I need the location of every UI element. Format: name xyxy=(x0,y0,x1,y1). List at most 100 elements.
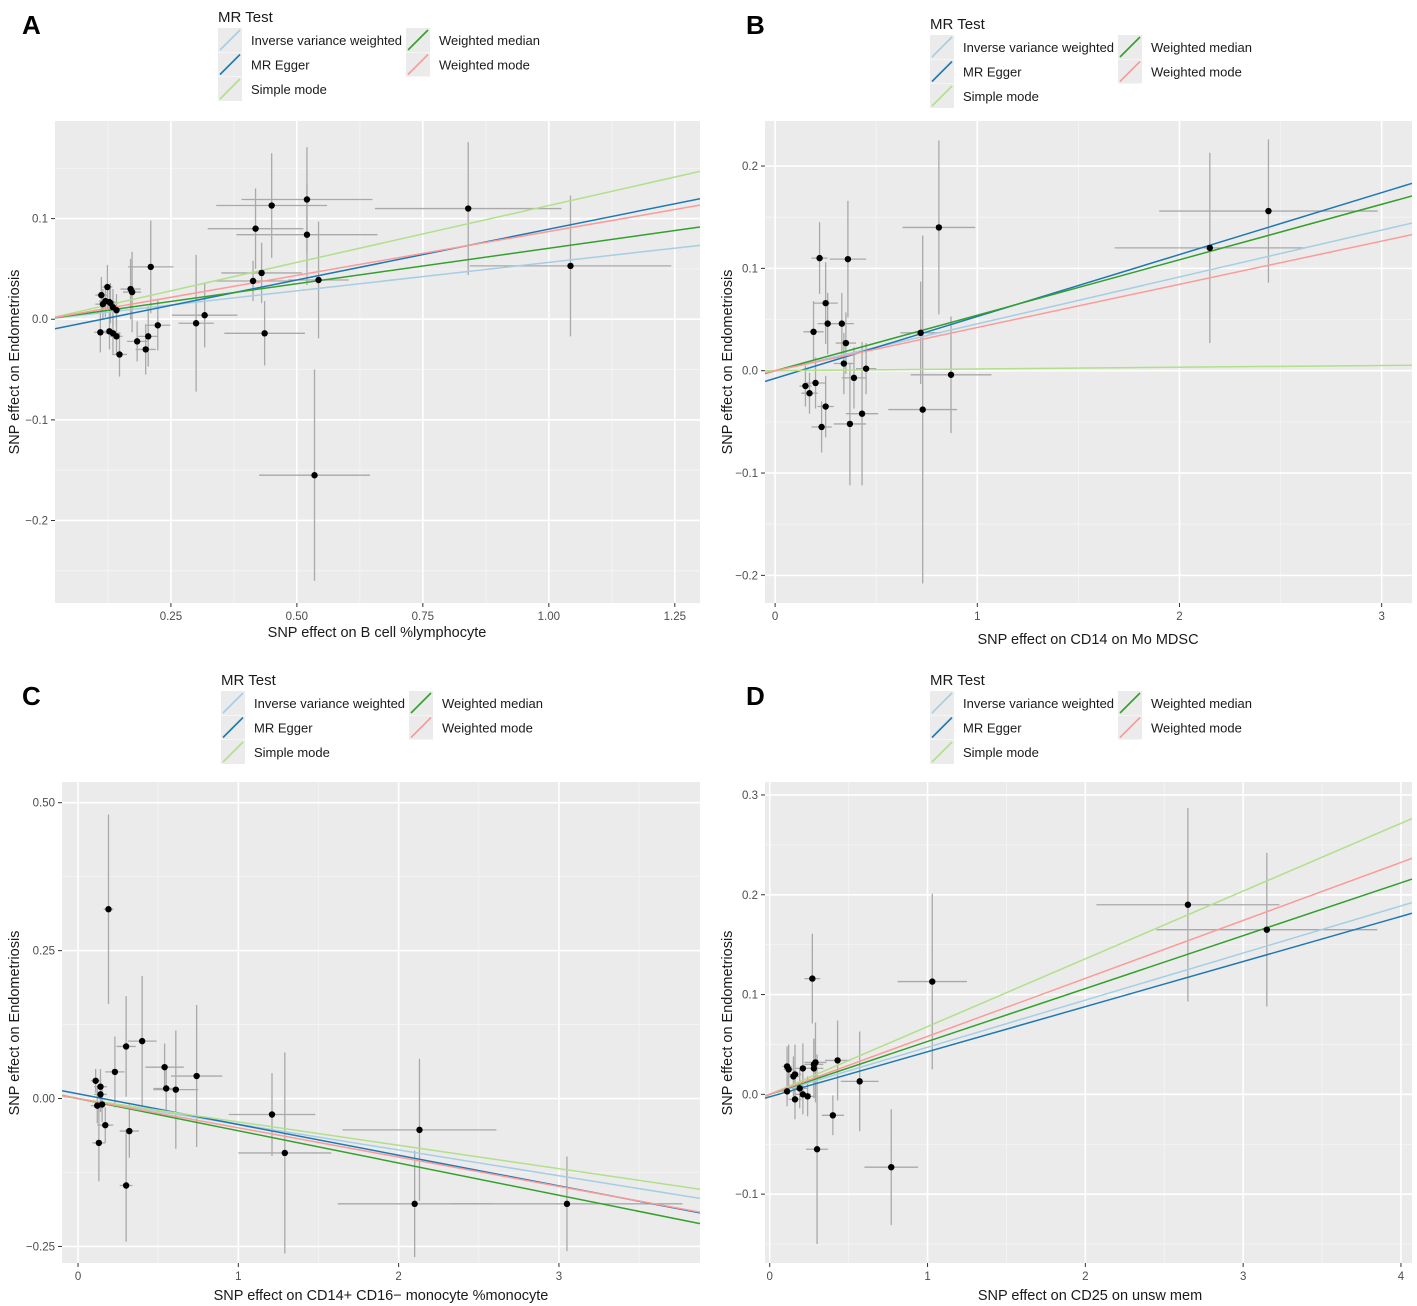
data-point xyxy=(834,1057,841,1064)
x-tick-label: 2 xyxy=(395,1271,401,1283)
plot-background xyxy=(765,121,1412,603)
regression-lines xyxy=(62,1089,700,1225)
legend-title: MR Test xyxy=(930,16,986,33)
data-point xyxy=(1184,901,1192,908)
legend-line-wmode xyxy=(1119,716,1141,739)
y-tick-label: 0.0 xyxy=(742,366,758,378)
data-point xyxy=(840,360,848,367)
data-point xyxy=(268,1111,276,1118)
legend-line-egger xyxy=(222,716,244,739)
legend-entry-wmode: Weighted mode xyxy=(1118,715,1242,740)
y-tick-label: −0.2 xyxy=(25,515,48,527)
data-point xyxy=(281,1149,289,1157)
legend-line-simple xyxy=(931,85,953,107)
data-point xyxy=(201,312,208,319)
panel-letter: A xyxy=(22,10,41,40)
points xyxy=(802,207,1272,431)
data-point xyxy=(258,269,265,277)
legend-line-ivw xyxy=(931,692,953,714)
data-point xyxy=(816,254,823,262)
data-point xyxy=(172,1086,180,1093)
legend-line-simple xyxy=(222,741,244,763)
legend-entry-egger: MR Egger xyxy=(930,715,1022,740)
data-point xyxy=(315,276,322,284)
data-point xyxy=(92,1077,99,1084)
line-ivw xyxy=(765,901,1412,1097)
line-simple xyxy=(62,1095,700,1190)
legend-entry-wmedian: Weighted median xyxy=(409,691,543,715)
points xyxy=(783,901,1271,1171)
y-tick-label: 0.2 xyxy=(742,890,758,902)
legend-entry-ivw: Inverse variance weighted xyxy=(218,28,402,52)
legend-line-wmedian xyxy=(1119,36,1141,58)
data-point xyxy=(829,1112,837,1119)
line-wmode xyxy=(765,857,1412,1097)
legend-line-ivw xyxy=(219,29,241,51)
legend-entry-wmode: Weighted mode xyxy=(406,52,530,77)
data-point xyxy=(97,1091,104,1098)
legend-line-wmedian xyxy=(407,29,429,51)
x-tick-label: 0.75 xyxy=(412,611,434,623)
panel-letter: C xyxy=(22,681,41,711)
line-wmedian xyxy=(55,226,700,319)
line-simple xyxy=(765,817,1412,1098)
data-point xyxy=(822,299,829,307)
y-tick-label: −0.2 xyxy=(735,570,758,582)
data-point xyxy=(133,338,141,345)
legend-label-wmode: Weighted mode xyxy=(1151,65,1242,80)
legend: MR Test Inverse variance weighted MR Egger… xyxy=(930,672,1252,764)
x-tick-label: 0.50 xyxy=(286,611,308,623)
data-point xyxy=(846,420,854,428)
data-point xyxy=(919,406,926,413)
data-point xyxy=(416,1126,423,1134)
data-point xyxy=(856,1078,863,1085)
data-point xyxy=(929,978,936,985)
data-point xyxy=(917,329,924,337)
legend-line-egger xyxy=(931,716,953,739)
panel-letter: B xyxy=(746,10,765,40)
line-egger xyxy=(765,182,1412,383)
legend: MR Test Inverse variance weighted MR Egger… xyxy=(218,9,540,101)
y-tick-label: −0.1 xyxy=(25,415,48,427)
legend-label-ivw: Inverse variance weighted xyxy=(963,696,1114,711)
data-point xyxy=(98,291,105,299)
x-axis-title: SNP effect on CD14+ CD16− monocyte %mono… xyxy=(214,1288,549,1304)
legend-label-ivw: Inverse variance weighted xyxy=(254,696,405,711)
y-tick-label: 0.1 xyxy=(32,214,48,226)
x-tick-label: 2 xyxy=(1176,611,1182,623)
data-point xyxy=(145,333,152,340)
legend-label-ivw: Inverse variance weighted xyxy=(963,40,1114,55)
x-axis-title: SNP effect on CD14 on Mo MDSC xyxy=(977,632,1198,648)
legend-line-egger xyxy=(931,60,953,83)
legend-line-wmedian xyxy=(410,692,432,714)
grid xyxy=(765,782,1412,1263)
data-point xyxy=(128,288,136,296)
legend-label-ivw: Inverse variance weighted xyxy=(251,33,402,48)
legend-entry-ivw: Inverse variance weighted xyxy=(221,691,405,715)
x-tick-label: 3 xyxy=(1378,611,1384,623)
line-wmode xyxy=(55,204,700,319)
legend-title: MR Test xyxy=(221,672,277,689)
regression-lines xyxy=(55,170,700,330)
plot-background xyxy=(55,121,700,603)
legend-label-egger: MR Egger xyxy=(251,58,310,73)
legend-entry-simple: Simple mode xyxy=(930,84,1039,108)
y-tick-label: −0.1 xyxy=(735,1189,758,1201)
data-point xyxy=(154,322,161,329)
y-axis-title: SNP effect on Endometriosis xyxy=(7,270,23,455)
line-simple xyxy=(765,364,1412,372)
x-tick-label: 4 xyxy=(1398,1271,1405,1283)
data-point xyxy=(142,346,149,353)
data-point xyxy=(162,1085,170,1092)
data-point xyxy=(268,202,275,209)
y-tick-label: −0.1 xyxy=(735,468,758,480)
data-point xyxy=(261,330,268,337)
y-tick-label: 0.1 xyxy=(742,990,758,1002)
legend-line-simple xyxy=(931,741,953,763)
x-tick-label: 1 xyxy=(924,1271,930,1283)
data-point xyxy=(138,1037,146,1045)
data-point xyxy=(791,1096,799,1103)
legend-entry-egger: MR Egger xyxy=(221,715,313,740)
data-point xyxy=(116,351,123,358)
grid xyxy=(62,782,700,1263)
